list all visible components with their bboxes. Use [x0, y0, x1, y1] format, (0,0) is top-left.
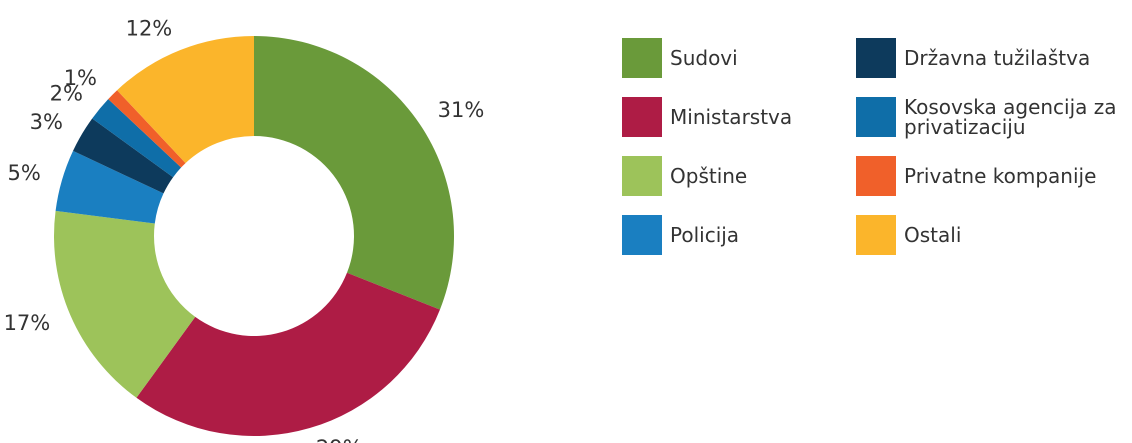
legend-label: Državna tužilaštva	[904, 46, 1091, 70]
legend-swatch	[856, 215, 896, 255]
legend-label: Privatne kompanije	[904, 164, 1097, 188]
donut-slice	[55, 150, 164, 224]
data-label: 17%	[4, 311, 51, 335]
data-label: 2%	[50, 81, 83, 105]
donut-slice	[136, 272, 440, 436]
data-label: 12%	[126, 17, 173, 41]
legend-swatch	[622, 215, 662, 255]
legend-item: Kosovska agencija za privatizaciju	[856, 97, 1122, 137]
legend-item: Ostali	[856, 215, 1122, 255]
donut-slice	[108, 90, 186, 168]
legend-label: Kosovska agencija za privatizaciju	[904, 95, 1117, 139]
donut-slice	[92, 99, 182, 178]
data-label: 3%	[30, 110, 63, 134]
donut-slice	[53, 210, 196, 398]
legend-label: Sudovi	[670, 46, 738, 70]
legend-item: Policija	[622, 215, 888, 255]
donut-slice	[117, 36, 254, 164]
legend-label: Opštine	[670, 164, 748, 188]
data-label: 29%	[316, 436, 363, 443]
legend-swatch	[622, 97, 662, 137]
data-label: 31%	[438, 98, 485, 122]
donut-slice	[73, 118, 174, 194]
legend-item: Sudovi	[622, 38, 888, 78]
data-label: 5%	[7, 161, 40, 185]
legend-label: Ministarstva	[670, 105, 793, 129]
donut-slice	[254, 36, 454, 310]
legend-item: Državna tužilaštva	[856, 38, 1122, 78]
legend-swatch	[856, 156, 896, 196]
legend-swatch	[856, 97, 896, 137]
legend-label: Ostali	[904, 223, 962, 247]
legend-item: Ministarstva	[622, 97, 888, 137]
legend-item: Opštine	[622, 156, 888, 196]
legend-label: Policija	[670, 223, 740, 247]
legend-swatch	[856, 38, 896, 78]
legend-item: Privatne kompanije	[856, 156, 1122, 196]
legend-swatch	[622, 38, 662, 78]
legend-swatch	[622, 156, 662, 196]
data-label: 1%	[64, 66, 97, 90]
